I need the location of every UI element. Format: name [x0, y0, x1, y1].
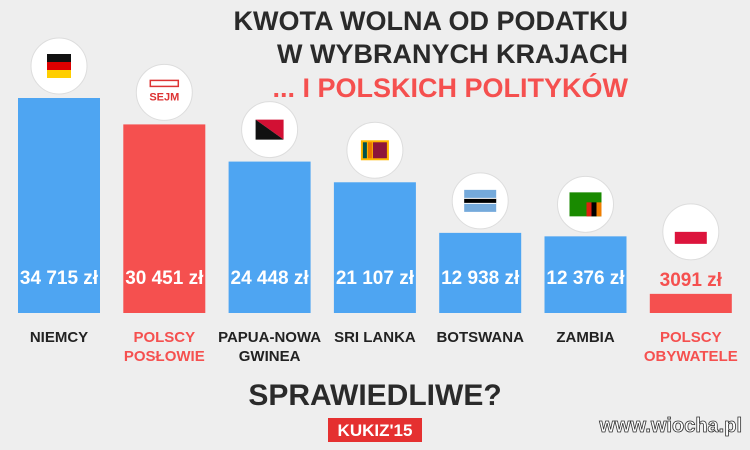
watermark: www.wiocha.pl	[598, 415, 742, 437]
flag-icon	[557, 175, 614, 233]
flag-circle	[135, 63, 193, 121]
flag-part	[464, 198, 497, 203]
flag-stripe	[47, 54, 71, 62]
category-label: NIEMCY	[30, 329, 88, 346]
category-label: POLSCY	[660, 329, 722, 346]
flag-icon: SEJM	[135, 63, 193, 121]
category-label: PAPUA-NOWA	[218, 329, 321, 346]
bar	[649, 293, 732, 313]
flag-part	[674, 219, 707, 232]
flag-part	[596, 202, 602, 217]
flag-part	[255, 119, 284, 140]
value-label: 34 715 zł	[20, 268, 99, 289]
question: SPRAWIEDLIWE?	[248, 379, 501, 412]
bar	[228, 161, 311, 313]
bar	[439, 232, 522, 313]
bar	[544, 236, 627, 313]
category-label: GWINEA	[239, 348, 301, 365]
bar	[18, 98, 100, 313]
flag-stripe	[47, 62, 71, 70]
flag-icon	[30, 37, 88, 95]
category-label: ZAMBIA	[556, 329, 614, 346]
flag-stripe	[47, 70, 71, 78]
flag-icon	[662, 203, 720, 261]
flag-part	[586, 202, 592, 217]
flag-icon	[241, 101, 299, 159]
flag-part	[674, 231, 707, 244]
flag-icon	[346, 121, 404, 179]
subtitle: ... I POLSKICH POLITYKÓW	[272, 72, 628, 103]
title-line: KWOTA WOLNA OD PODATKU	[234, 6, 628, 36]
flag-part	[372, 142, 387, 159]
title-line: W WYBRANYCH KRAJACH	[277, 39, 628, 69]
value-label: 12 938 zł	[441, 268, 520, 289]
category-label: OBYWATELE	[644, 348, 738, 365]
logo: KUKIZ'15	[338, 421, 413, 440]
value-label: 24 448 zł	[231, 268, 310, 289]
value-label: 21 107 zł	[336, 268, 415, 289]
bar	[333, 182, 416, 313]
category-label: SRI LANKA	[334, 329, 416, 346]
category-label: POSŁOWIE	[124, 348, 205, 365]
category-label: BOTSWANA	[436, 329, 524, 346]
flag-part	[591, 202, 597, 217]
emblem-text: SEJM	[149, 91, 179, 103]
flag-icon	[451, 172, 509, 230]
category-label: POLSCY	[133, 329, 195, 346]
value-label: 12 376 zł	[546, 268, 625, 289]
flag-part	[362, 142, 367, 159]
value-label: 30 451 zł	[125, 268, 204, 289]
value-label: 3091 zł	[660, 270, 723, 291]
bar	[123, 124, 206, 314]
emblem-roof	[149, 79, 180, 88]
flag-part	[367, 142, 372, 159]
logo-box	[328, 418, 422, 442]
